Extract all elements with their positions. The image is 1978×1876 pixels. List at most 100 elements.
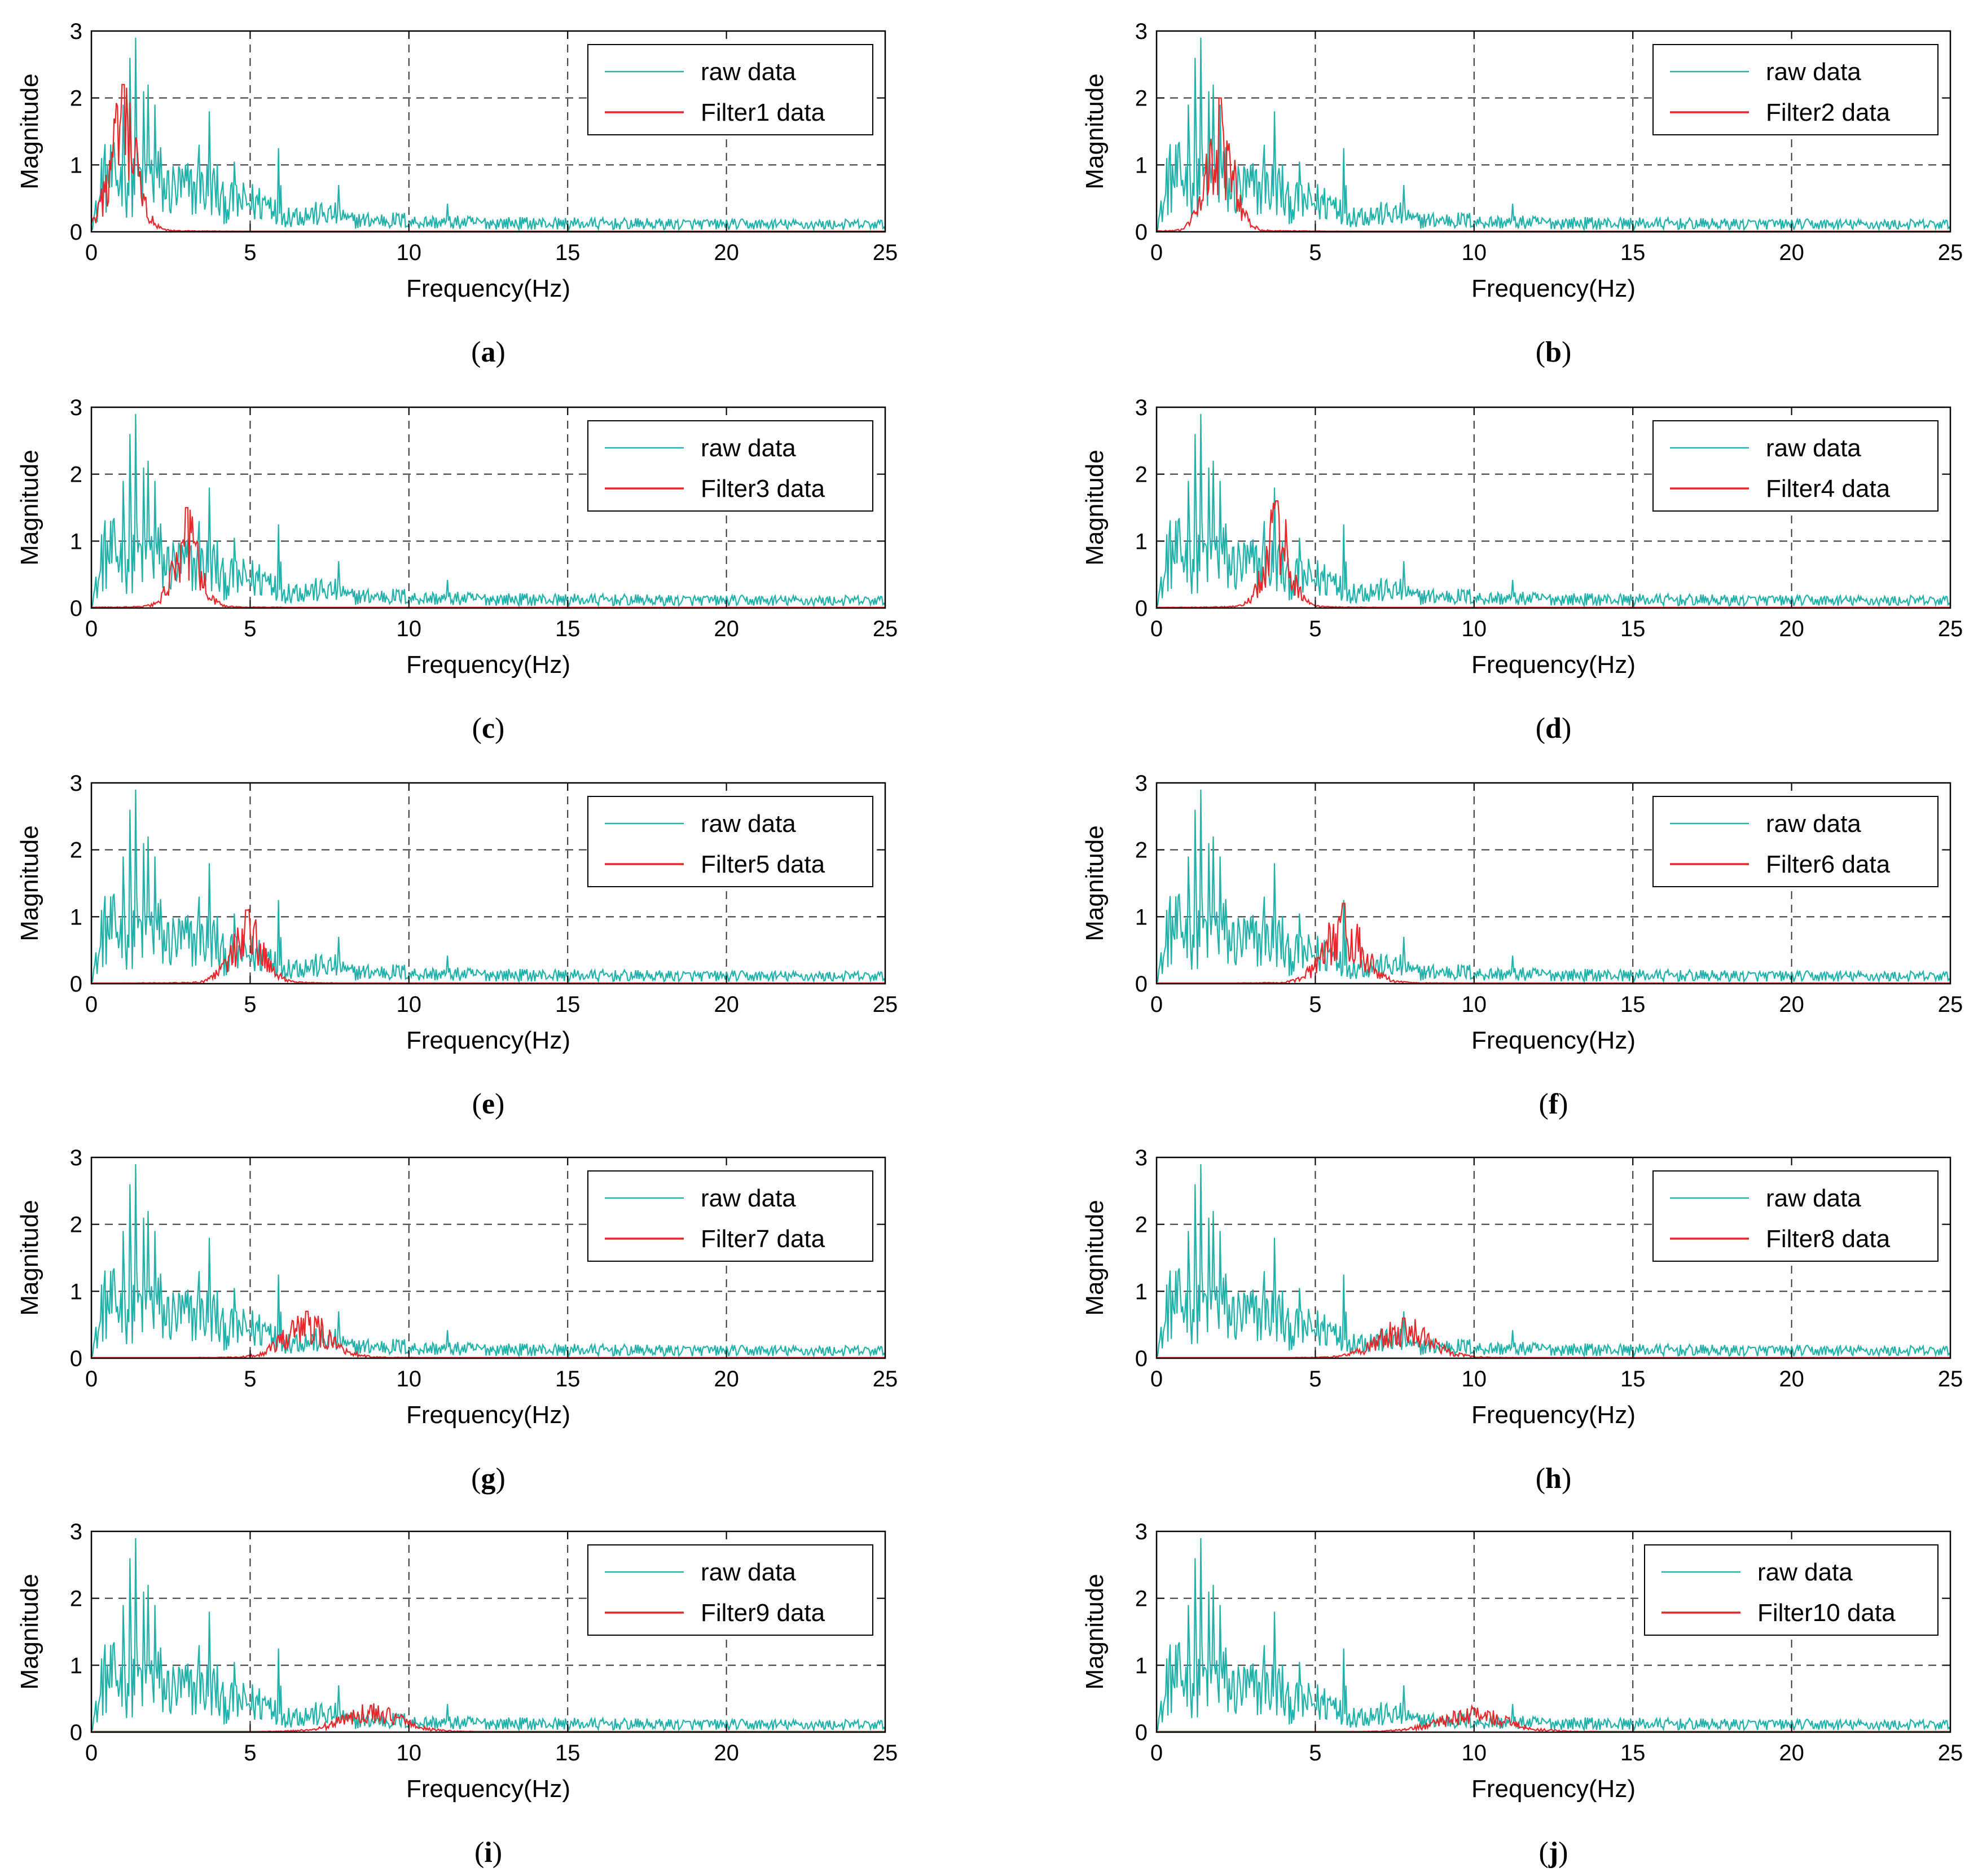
panel-caption: (e) bbox=[472, 1088, 505, 1120]
x-axis-label: Frequency(Hz) bbox=[406, 275, 570, 302]
caption-open-paren: ( bbox=[472, 1088, 482, 1120]
x-tick-label: 5 bbox=[1309, 992, 1321, 1017]
y-tick-label: 1 bbox=[70, 153, 82, 178]
y-tick-label: 2 bbox=[1135, 86, 1148, 111]
x-tick-label: 25 bbox=[873, 1741, 898, 1765]
x-tick-label: 10 bbox=[397, 1367, 422, 1391]
y-tick-label: 0 bbox=[1135, 972, 1148, 997]
chart-panel-e: 0 5 10 15 20 25 0 1 2 3 Frequency(Hz) Magnitude raw … bbox=[16, 771, 898, 1120]
legend-box bbox=[587, 420, 873, 512]
y-tick-label: 1 bbox=[1135, 529, 1148, 554]
axes-frame bbox=[1155, 782, 1951, 985]
legend: raw data Filter5 data bbox=[587, 796, 873, 887]
y-tick-label: 0 bbox=[1135, 220, 1148, 245]
legend: raw data Filter1 data bbox=[587, 44, 873, 135]
caption-close-paren: ) bbox=[493, 1837, 502, 1869]
legend-entry-label: Filter9 data bbox=[701, 1599, 825, 1627]
series-line-raw-data bbox=[91, 1164, 886, 1358]
x-tick-label: 0 bbox=[1150, 1741, 1163, 1765]
y-tick-label: 2 bbox=[70, 463, 82, 487]
chart-panel-i: 0 5 10 15 20 25 0 1 2 3 Frequency(Hz) Magnitude raw … bbox=[16, 1520, 898, 1869]
y-tick-label: 3 bbox=[70, 771, 82, 796]
legend-entry-label: Filter8 data bbox=[1766, 1225, 1891, 1253]
x-tick-label: 10 bbox=[397, 1741, 422, 1765]
panel-caption: (c) bbox=[472, 712, 505, 745]
y-tick-label: 3 bbox=[70, 19, 82, 44]
x-tick-label: 5 bbox=[244, 240, 256, 265]
legend: raw data Filter4 data bbox=[1652, 420, 1939, 512]
y-tick-label: 1 bbox=[1135, 905, 1148, 930]
caption-open-paren: ( bbox=[472, 712, 482, 745]
caption-close-paren: ) bbox=[1562, 1463, 1571, 1495]
caption-open-paren: ( bbox=[471, 336, 481, 368]
series-line-raw-data bbox=[91, 413, 886, 608]
x-tick-label: 5 bbox=[244, 992, 256, 1017]
caption-open-paren: ( bbox=[1539, 1837, 1549, 1869]
x-tick-label: 10 bbox=[1462, 992, 1487, 1017]
legend-entry-label: Filter2 data bbox=[1766, 99, 1891, 126]
legend-entry-label: Filter1 data bbox=[701, 99, 825, 126]
caption-open-paren: ( bbox=[1539, 1088, 1549, 1120]
x-tick-label: 20 bbox=[1779, 1741, 1804, 1765]
x-tick-label: 20 bbox=[714, 616, 739, 641]
x-tick-label: 25 bbox=[1938, 992, 1963, 1017]
y-tick-label: 1 bbox=[70, 905, 82, 930]
legend-entry-label: raw data bbox=[1766, 1184, 1861, 1212]
x-tick-label: 0 bbox=[85, 240, 98, 265]
y-tick-label: 2 bbox=[70, 86, 82, 111]
y-tick-label: 1 bbox=[70, 529, 82, 554]
y-tick-label: 2 bbox=[1135, 838, 1148, 863]
y-tick-label: 1 bbox=[70, 1653, 82, 1678]
y-tick-label: 1 bbox=[70, 1279, 82, 1304]
x-axis-label: Frequency(Hz) bbox=[1471, 1775, 1636, 1803]
legend-entry-label: raw data bbox=[701, 434, 796, 462]
panel-caption: (b) bbox=[1536, 336, 1572, 368]
y-tick-label: 1 bbox=[1135, 1653, 1148, 1678]
panel-caption: (a) bbox=[471, 336, 506, 368]
axes-frame bbox=[90, 1156, 886, 1359]
legend: raw data Filter3 data bbox=[587, 420, 873, 512]
x-tick-label: 0 bbox=[85, 992, 98, 1017]
y-tick-label: 3 bbox=[1135, 771, 1148, 796]
grid-lines bbox=[91, 1157, 885, 1358]
x-tick-label: 5 bbox=[1309, 1741, 1321, 1765]
x-tick-label: 20 bbox=[1779, 1367, 1804, 1391]
legend-entry-label: Filter4 data bbox=[1766, 475, 1891, 503]
x-tick-label: 0 bbox=[85, 1367, 98, 1391]
caption-open-paren: ( bbox=[471, 1463, 481, 1495]
y-tick-label: 3 bbox=[1135, 19, 1148, 44]
x-tick-label: 0 bbox=[1150, 992, 1163, 1017]
caption-open-paren: ( bbox=[474, 1837, 484, 1869]
series-line-raw-data bbox=[1156, 37, 1951, 232]
x-tick-label: 25 bbox=[1938, 1741, 1963, 1765]
legend-entry-label: raw data bbox=[701, 58, 796, 86]
axes-frame bbox=[1155, 30, 1951, 233]
x-axis-label: Frequency(Hz) bbox=[406, 1027, 570, 1054]
chart-panel-a: 0 5 10 15 20 25 0 1 2 3 Frequency(Hz) Magnitude raw … bbox=[16, 19, 898, 368]
axes-frame bbox=[1155, 406, 1951, 609]
legend-box bbox=[1644, 1544, 1939, 1636]
caption-letter: e bbox=[482, 1088, 495, 1120]
x-axis-label: Frequency(Hz) bbox=[406, 1775, 570, 1803]
y-tick-label: 2 bbox=[70, 1213, 82, 1238]
y-tick-label: 3 bbox=[1135, 1520, 1148, 1544]
x-tick-label: 15 bbox=[1620, 992, 1646, 1017]
x-axis-label: Frequency(Hz) bbox=[1471, 651, 1636, 679]
y-tick-label: 0 bbox=[1135, 596, 1148, 621]
caption-close-paren: ) bbox=[1558, 1088, 1568, 1120]
x-axis-label: Frequency(Hz) bbox=[1471, 1027, 1636, 1054]
chart-panel-h: 0 5 10 15 20 25 0 1 2 3 Frequency(Hz) Magnitude raw … bbox=[1081, 1146, 1963, 1495]
y-axis-label: Magnitude bbox=[1081, 73, 1109, 189]
x-tick-label: 15 bbox=[555, 992, 581, 1017]
panel-caption: (g) bbox=[471, 1463, 506, 1495]
caption-close-paren: ) bbox=[1562, 712, 1571, 745]
x-tick-label: 15 bbox=[555, 616, 581, 641]
x-tick-label: 20 bbox=[714, 992, 739, 1017]
legend-entry-label: raw data bbox=[701, 810, 796, 838]
y-tick-label: 3 bbox=[1135, 395, 1148, 420]
legend-box bbox=[587, 796, 873, 887]
legend-entry-label: Filter10 data bbox=[1757, 1599, 1896, 1627]
chart-panel-c: 0 5 10 15 20 25 0 1 2 3 Frequency(Hz) Magnitude raw … bbox=[16, 395, 898, 745]
series-line-raw-data bbox=[1156, 1538, 1951, 1732]
y-tick-label: 3 bbox=[70, 1520, 82, 1544]
